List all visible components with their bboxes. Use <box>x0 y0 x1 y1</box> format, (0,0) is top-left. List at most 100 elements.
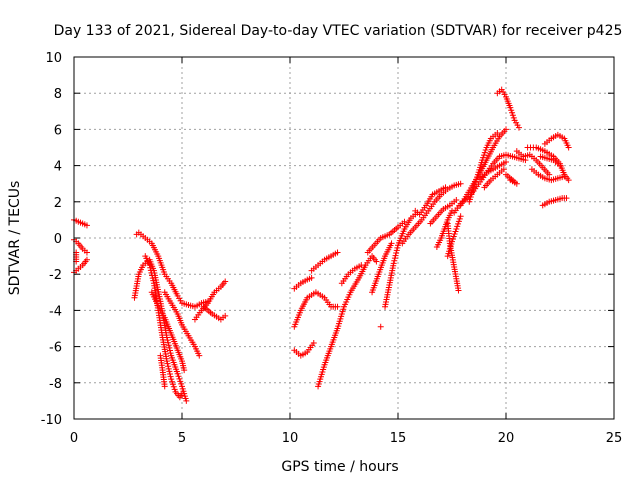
x-tick-label: 10 <box>282 431 299 446</box>
data-point <box>166 371 173 378</box>
data-point <box>388 240 395 247</box>
x-axis-label: GPS time / hours <box>281 459 398 475</box>
data-point <box>510 114 517 121</box>
y-tick-label: 6 <box>54 123 62 138</box>
data-point <box>222 278 229 285</box>
y-tick-label: 4 <box>54 160 62 175</box>
y-tick-label: 8 <box>54 87 62 102</box>
data-point <box>178 380 185 387</box>
data-point <box>444 220 451 227</box>
data-point <box>334 249 341 256</box>
data-point <box>177 378 184 385</box>
data-point <box>169 381 176 388</box>
x-tick-label: 25 <box>606 431 623 446</box>
data-point <box>503 171 509 178</box>
data-point <box>509 112 516 119</box>
data-point <box>393 249 400 256</box>
data-point <box>166 344 173 351</box>
data-point <box>170 383 177 390</box>
data-point <box>149 275 156 282</box>
data-point <box>515 124 522 131</box>
data-point <box>392 252 399 259</box>
data-point <box>455 220 462 227</box>
data-point <box>503 158 509 165</box>
data-point <box>165 365 172 372</box>
data-point <box>471 181 478 188</box>
data-series <box>71 86 572 404</box>
data-point <box>393 247 400 254</box>
data-point <box>473 176 480 183</box>
y-tick-label: -2 <box>49 268 62 283</box>
data-point <box>310 339 317 346</box>
data-point <box>474 174 481 181</box>
data-point <box>334 303 341 310</box>
x-tick-label: 20 <box>498 431 515 446</box>
data-point <box>503 126 509 133</box>
data-point <box>482 147 489 154</box>
data-point <box>394 244 401 251</box>
data-point <box>169 378 176 385</box>
data-point <box>163 358 170 365</box>
data-point <box>161 383 168 390</box>
data-point <box>479 157 486 164</box>
data-point <box>442 184 449 191</box>
data-point <box>391 255 398 262</box>
y-tick-label: -10 <box>41 413 62 428</box>
data-point <box>150 277 157 284</box>
data-point <box>472 179 479 186</box>
data-point <box>456 215 463 222</box>
data-point <box>509 109 516 116</box>
data-point <box>83 222 90 229</box>
data-point <box>454 223 461 230</box>
data-point <box>373 258 380 265</box>
data-point <box>453 196 460 203</box>
data-point <box>167 350 174 357</box>
data-point <box>83 249 90 256</box>
data-point <box>175 373 182 380</box>
data-point <box>507 104 514 111</box>
x-tick-label: 15 <box>390 431 407 446</box>
data-point <box>390 260 397 267</box>
data-point <box>480 154 487 161</box>
data-point <box>494 130 501 137</box>
data-point <box>171 386 178 393</box>
y-tick-label: -8 <box>49 377 62 392</box>
data-point <box>166 347 173 354</box>
data-point <box>453 225 460 232</box>
y-tick-label: -6 <box>49 341 62 356</box>
data-point <box>148 269 155 276</box>
data-point <box>83 256 90 263</box>
chart-title: Day 133 of 2021, Sidereal Day-to-day VTE… <box>54 23 623 39</box>
data-point <box>451 231 458 238</box>
data-point <box>165 363 172 370</box>
data-point <box>181 367 188 374</box>
y-tick-label: 0 <box>54 232 62 247</box>
x-tick-label: 0 <box>70 431 78 446</box>
data-point <box>508 107 515 114</box>
data-point <box>174 370 181 377</box>
y-axis-label: SDTVAR / TECUs <box>7 181 23 296</box>
grid-lines <box>74 57 614 419</box>
y-tick-label: -4 <box>49 304 62 319</box>
data-point <box>167 373 174 380</box>
data-point <box>449 236 456 243</box>
data-point <box>179 390 185 397</box>
data-point <box>500 166 507 173</box>
data-point <box>450 233 457 240</box>
data-point <box>149 272 156 279</box>
data-point <box>480 152 487 159</box>
data-point <box>165 342 172 349</box>
data-point <box>457 213 464 220</box>
data-point <box>166 368 173 375</box>
data-point <box>222 312 229 319</box>
data-point <box>452 228 459 235</box>
y-tick-label: 10 <box>45 51 62 66</box>
data-point <box>176 375 183 382</box>
y-tick-label: 2 <box>54 196 62 211</box>
data-point <box>308 274 315 281</box>
data-point <box>147 264 154 271</box>
data-point <box>557 162 563 169</box>
data-point <box>146 262 153 269</box>
data-point <box>401 218 408 225</box>
